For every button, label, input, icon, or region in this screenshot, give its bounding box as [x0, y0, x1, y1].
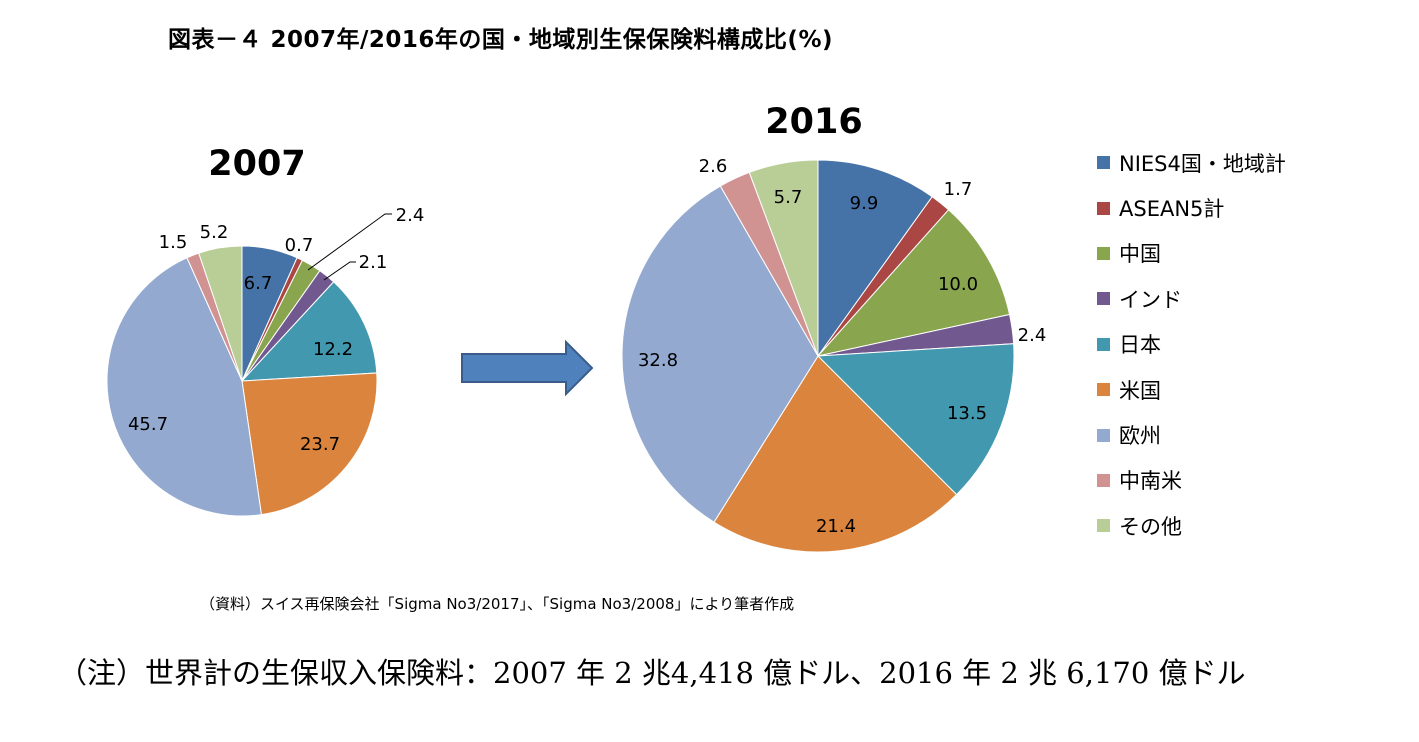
legend-item: 中南米	[1097, 458, 1286, 503]
legend-item: 日本	[1097, 322, 1286, 367]
legend-label: 日本	[1119, 333, 1161, 358]
pie-slice	[198, 245, 243, 382]
pie-slice	[106, 257, 262, 517]
slice-label: 12.2	[313, 339, 353, 360]
slice-label: 9.9	[850, 193, 879, 214]
slice-label: 0.7	[285, 235, 314, 256]
leader-line	[323, 261, 356, 281]
pie-slice	[816, 209, 1011, 357]
legend-swatch	[1097, 383, 1110, 397]
slice-label: 23.7	[300, 434, 340, 455]
footnote: （注）世界計の生保収入保険料：2007 年 2 兆4,418 億ドル、2016 …	[58, 656, 1246, 690]
legend-item: 米国	[1097, 367, 1286, 412]
slice-label: 45.7	[128, 414, 168, 435]
legend-label: 米国	[1119, 378, 1161, 403]
legend-swatch	[1097, 246, 1110, 260]
leader-line	[307, 213, 392, 271]
slice-label: 13.5	[947, 403, 987, 424]
legend-item: 中国	[1097, 231, 1286, 276]
right-arrow-icon	[461, 339, 594, 397]
legend-label: ASEAN5計	[1119, 197, 1225, 222]
slice-label: 2.1	[359, 252, 388, 273]
legend-swatch	[1097, 292, 1110, 306]
pie-slice	[748, 159, 819, 357]
pie-slice	[817, 159, 933, 358]
pie-chart-2016: 9.9 1.7 10.0 2.4 13.5 21.4 32.8 2.6 5.7	[621, 156, 1047, 553]
legend: NIES4国・地域計 ASEAN5計 中国インド日本米国欧州中南米その他	[1097, 140, 1286, 549]
pie-slice	[240, 281, 378, 382]
legend-label: 中南米	[1119, 469, 1182, 494]
slice-label: 2.4	[396, 205, 425, 226]
pie-2016-title: 2016	[765, 102, 862, 142]
legend-label: 中国	[1119, 242, 1161, 267]
legend-label: NIES4国・地域計	[1119, 151, 1286, 176]
legend-swatch	[1097, 156, 1110, 170]
pie-slice	[621, 185, 819, 523]
slice-label: 2.4	[1018, 325, 1047, 346]
pie-2007-title: 2007	[208, 144, 305, 184]
slice-label: 21.4	[816, 516, 856, 537]
legend-label: その他	[1119, 514, 1182, 539]
legend-item: インド	[1097, 276, 1286, 321]
source-note: （資料）スイス再保険会社「Sigma No3/2017」、「Sigma No3/…	[200, 595, 795, 613]
legend-swatch	[1097, 519, 1110, 533]
slice-label: 1.7	[944, 179, 973, 200]
pie-slice	[816, 343, 1015, 496]
legend-swatch	[1097, 337, 1110, 351]
legend-item: ASEAN5計	[1097, 185, 1286, 230]
figure-title: 図表－４ 2007年/2016年の国・地域別生保保険料構成比(%)	[168, 27, 834, 53]
legend-swatch	[1097, 473, 1110, 487]
slice-label: 32.8	[638, 350, 678, 371]
slice-label: 1.5	[159, 232, 188, 253]
legend-label: 欧州	[1119, 424, 1161, 449]
legend-item: NIES4国・地域計	[1097, 140, 1286, 185]
legend-swatch	[1097, 201, 1110, 215]
pie-chart-2007: 6.7 0.7 2.4 2.1 12.2 23.7 45.7 1.5 5.2	[106, 205, 425, 517]
legend-swatch	[1097, 428, 1110, 442]
slice-label: 6.7	[244, 273, 273, 294]
pie-slice	[241, 372, 378, 516]
legend-label: インド	[1119, 287, 1182, 312]
slice-label: 5.7	[774, 187, 803, 208]
legend-item: その他	[1097, 503, 1286, 548]
legend-item: 欧州	[1097, 412, 1286, 457]
slice-label: 5.2	[200, 222, 229, 243]
pie-slice	[713, 355, 958, 553]
slice-label: 2.6	[699, 156, 728, 177]
slice-label: 10.0	[938, 274, 978, 295]
